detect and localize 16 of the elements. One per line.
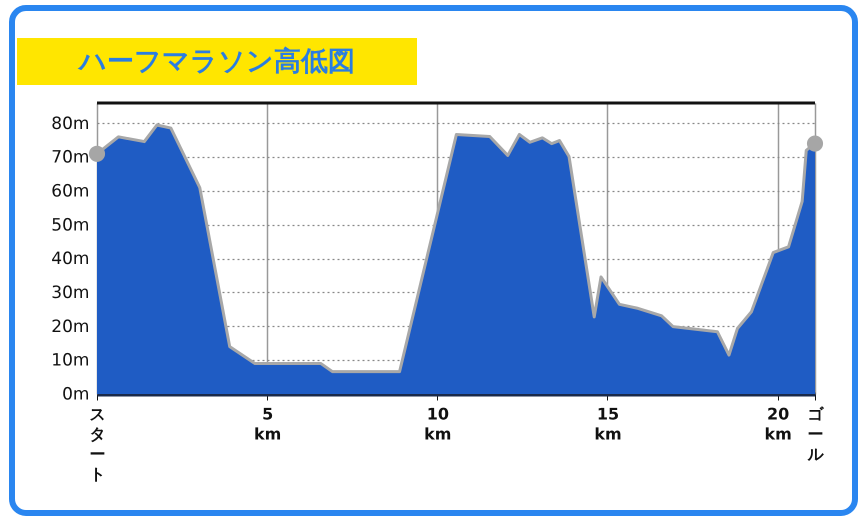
- y-tick-label: 60m: [51, 181, 90, 202]
- y-tick-label: 30m: [51, 282, 90, 303]
- y-tick-label: 80m: [51, 114, 90, 134]
- chart-title: ハーフマラソン高低図: [77, 46, 355, 77]
- x-tick-label: 15 km: [594, 404, 622, 444]
- x-tick-label: ゴール: [806, 404, 824, 464]
- y-tick-label: 70m: [51, 148, 90, 168]
- y-tick-label: 40m: [51, 249, 90, 270]
- y-tick-label: 0m: [62, 384, 90, 404]
- y-tick-label: 50m: [51, 215, 90, 236]
- x-tick-label: 10 km: [424, 404, 452, 444]
- y-tick-label: 10m: [51, 350, 90, 371]
- x-tick-label: 5 km: [254, 404, 282, 444]
- x-tick-label: 20 km: [764, 404, 792, 444]
- x-tick-label: スタート: [90, 404, 106, 484]
- y-tick-label: 20m: [51, 316, 90, 337]
